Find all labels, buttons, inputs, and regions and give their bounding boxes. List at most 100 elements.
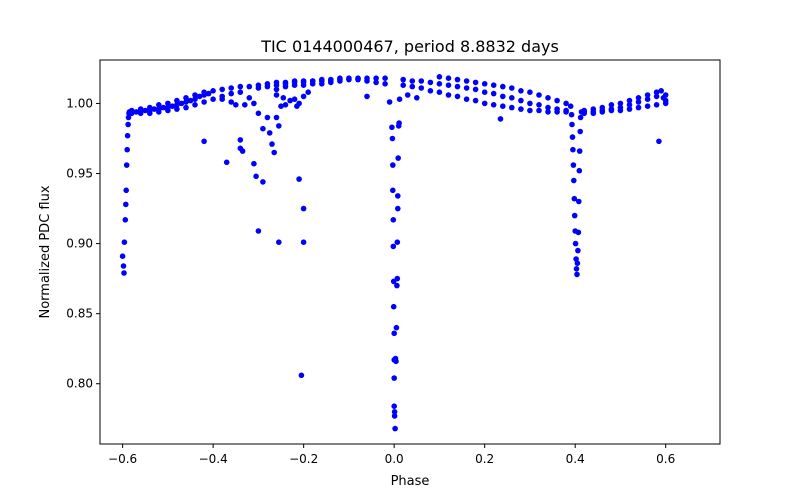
data-point [395, 155, 402, 161]
data-point [122, 217, 129, 223]
data-point [319, 81, 325, 87]
data-point [599, 104, 606, 111]
data-point [391, 330, 398, 337]
data-point [509, 85, 515, 91]
data-point [147, 104, 153, 111]
data-point [481, 89, 488, 95]
data-point [563, 100, 569, 107]
data-point [233, 102, 239, 108]
data-point [396, 96, 403, 102]
data-point [570, 146, 576, 153]
data-point [394, 239, 401, 245]
data-point [599, 109, 606, 115]
data-point [554, 97, 560, 104]
data-point [573, 266, 580, 272]
data-point [617, 107, 624, 114]
data-point [500, 83, 506, 90]
data-point [142, 107, 149, 114]
chart-title: TIC 0144000467, period 8.8832 days [260, 37, 559, 56]
data-point [653, 102, 660, 108]
x-axis: −0.6 −0.4 −0.2 0.0 0.2 0.4 0.6 [108, 444, 675, 466]
data-point [246, 95, 253, 101]
data-point [653, 93, 660, 100]
data-point [174, 97, 180, 104]
data-point [463, 78, 470, 84]
data-point [125, 121, 131, 128]
plot-frame [99, 59, 721, 445]
data-point [463, 85, 470, 91]
data-point [569, 121, 575, 128]
data-point [300, 239, 307, 245]
data-point [563, 109, 569, 115]
data-point [418, 85, 425, 91]
data-point [382, 75, 388, 81]
data-point [287, 97, 293, 104]
data-point [169, 103, 176, 109]
data-point [626, 106, 633, 112]
data-point [269, 141, 275, 147]
data-point [393, 358, 399, 365]
data-point [124, 132, 131, 139]
data-point [364, 78, 370, 84]
data-point [305, 89, 312, 95]
data-point [192, 96, 198, 102]
data-point [205, 90, 212, 97]
data-point [570, 162, 577, 168]
data-point [251, 160, 257, 167]
data-point [644, 92, 651, 98]
y-tick-label: 0.80 [66, 377, 93, 391]
data-point [577, 128, 583, 135]
data-point [436, 81, 443, 87]
data-point [571, 177, 577, 184]
data-point [536, 102, 542, 108]
data-point [576, 167, 583, 174]
data-point [527, 89, 533, 95]
data-point [210, 96, 216, 102]
data-point [576, 148, 583, 154]
data-point [273, 114, 280, 121]
data-point [386, 99, 393, 105]
data-point [644, 96, 651, 102]
data-point [427, 88, 434, 94]
data-point [509, 95, 515, 101]
data-point [518, 106, 524, 112]
data-point [409, 83, 416, 90]
data-point [278, 103, 284, 109]
data-point [404, 92, 411, 98]
data-point [536, 107, 542, 114]
data-point [156, 109, 162, 115]
data-point [192, 92, 198, 98]
data-point [635, 95, 642, 101]
data-point [266, 130, 273, 136]
y-axis: 0.80 0.85 0.90 0.95 1.00 [66, 96, 100, 391]
data-point [237, 137, 244, 143]
data-point [264, 114, 271, 121]
data-point [571, 212, 578, 219]
data-point [608, 107, 615, 114]
data-point [536, 92, 542, 98]
data-point [472, 79, 479, 86]
data-point [573, 256, 579, 262]
data-point [255, 110, 262, 117]
data-point [246, 83, 253, 90]
data-point [239, 148, 246, 154]
x-axis-label: Phase [391, 474, 430, 489]
data-point [569, 134, 576, 140]
data-point [273, 86, 280, 93]
data-point [454, 83, 461, 90]
data-point [572, 240, 579, 247]
data-point [653, 89, 660, 95]
data-point [393, 324, 400, 331]
data-point [228, 90, 234, 97]
data-point [156, 102, 162, 108]
data-point [396, 120, 402, 126]
data-point [527, 107, 533, 114]
data-point [400, 76, 407, 83]
data-point [436, 89, 443, 95]
data-point [147, 110, 153, 117]
data-point [296, 100, 302, 107]
data-point [390, 303, 397, 310]
